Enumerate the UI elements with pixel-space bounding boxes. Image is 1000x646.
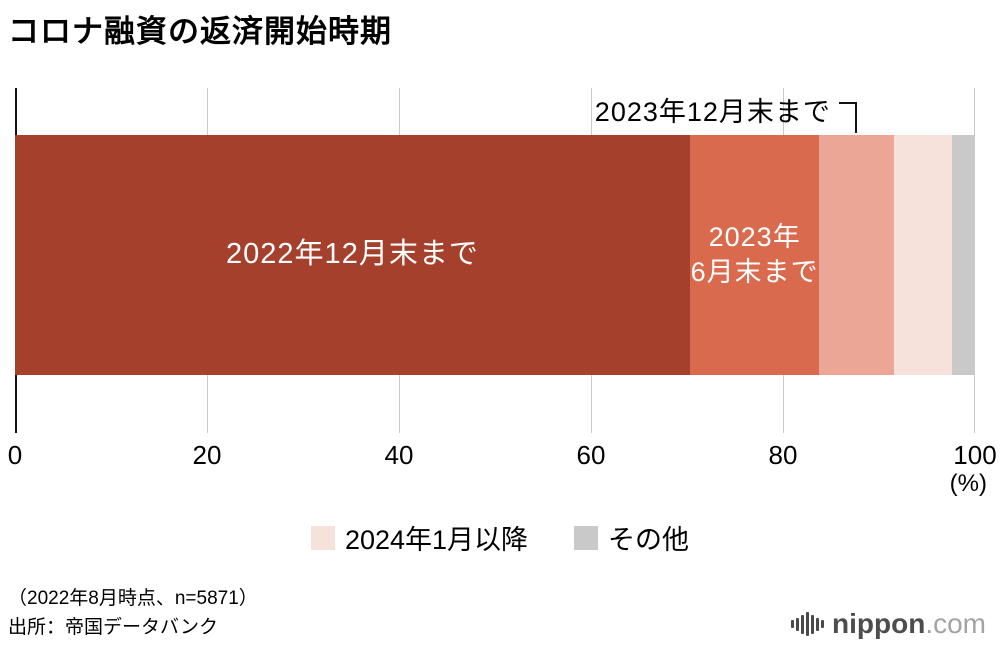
x-tick-label-80: 80: [768, 440, 798, 470]
chart-title: コロナ融資の返済開始時期: [8, 14, 392, 49]
x-tick-label-20: 20: [192, 440, 222, 470]
stacked-bar: 2022年12月末まで 2023年 6月末まで: [15, 135, 975, 375]
legend-swatch: [310, 525, 335, 550]
source-note: 出所：帝国データバンク: [8, 617, 218, 639]
x-axis: 0 20 40 60 80 100: [8, 440, 997, 472]
bar-segment-4: [894, 135, 952, 375]
callout-label: 2023年12月末まで: [594, 97, 831, 127]
legend-item: その他: [574, 518, 689, 557]
plot-area: 2022年12月末まで 2023年 6月末まで 2023年12月末まで: [15, 88, 975, 433]
bar-segment-2: 2023年 6月末まで: [689, 135, 820, 375]
x-tick-label-0: 0: [7, 440, 23, 470]
bar-segment-3: [819, 135, 895, 375]
logo-wordmark: nippon.com: [832, 608, 986, 640]
x-tick-label-60: 60: [576, 440, 606, 470]
bar-segment-5: [951, 135, 975, 375]
bar-segment-1: 2022年12月末まで: [15, 135, 690, 375]
legend-label: その他: [608, 525, 690, 555]
legend: 2024年1月以降 その他: [0, 518, 1000, 557]
segment-label: 2022年12月末まで: [226, 238, 479, 271]
segment-label: 2023年 6月末まで: [690, 221, 819, 287]
x-tick-label-40: 40: [384, 440, 414, 470]
logo-tld: .com: [925, 608, 986, 639]
callout-connector-line: [838, 102, 857, 133]
survey-note: （2022年8月時点、n=5871）: [8, 588, 258, 609]
x-tick-label-100: 100: [953, 440, 997, 470]
logo-name: nippon: [832, 608, 926, 639]
axis-unit-label: (%): [949, 470, 987, 497]
legend-item: 2024年1月以降: [310, 518, 529, 557]
nippon-com-logo: nippon.com: [791, 608, 986, 640]
footer: （2022年8月時点、n=5871） 出所：帝国データバンク: [8, 584, 258, 643]
legend-swatch: [574, 525, 599, 550]
soundwave-icon: [791, 611, 825, 637]
legend-label: 2024年1月以降: [344, 525, 529, 555]
